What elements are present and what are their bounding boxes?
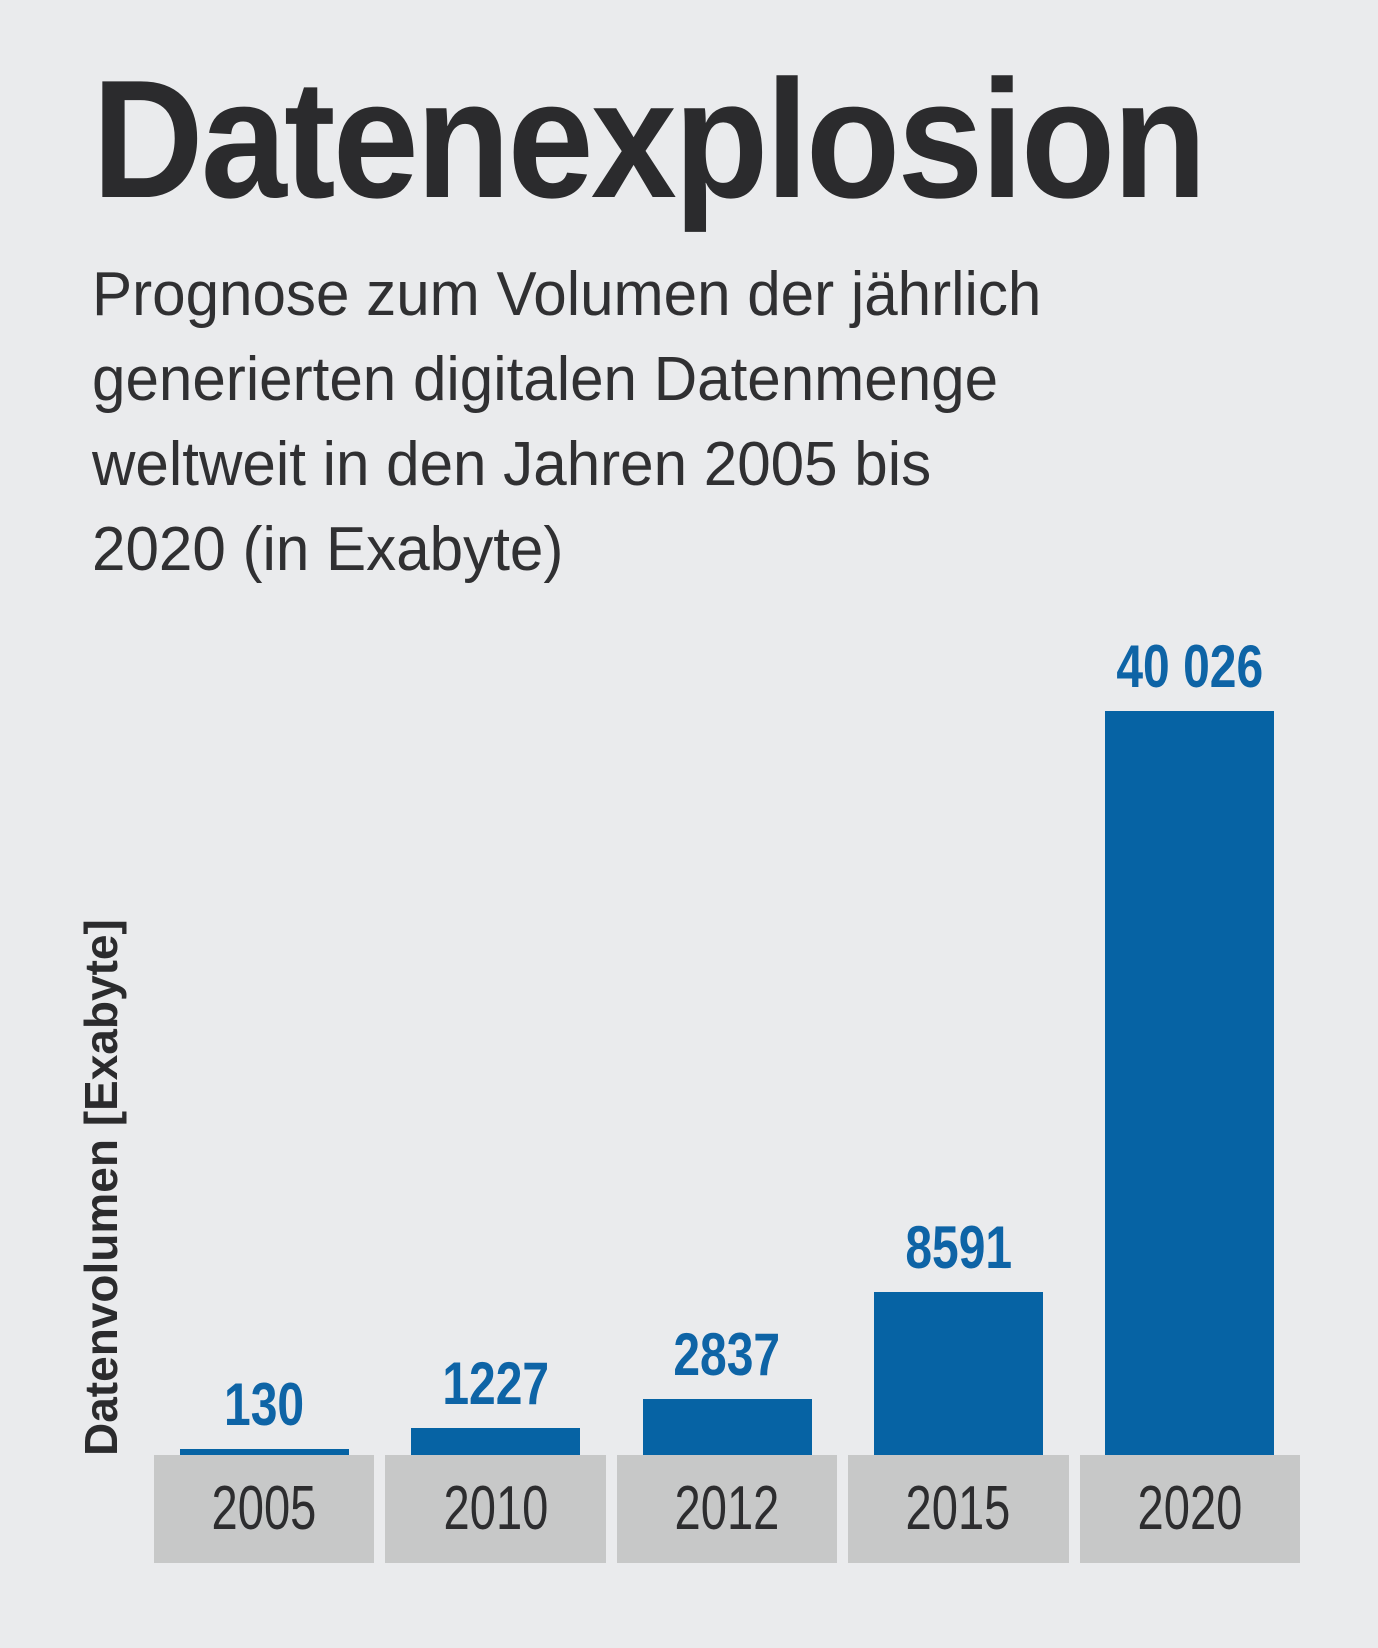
bar-value-label: 8591: [905, 1214, 1012, 1281]
y-axis-label: Datenvolumen [Exabyte]: [75, 919, 127, 1456]
x-axis-tick: 2020: [1079, 1455, 1301, 1563]
bar-value-label: 40 026: [1116, 633, 1264, 700]
bar-value-label: 2837: [673, 1321, 781, 1388]
x-axis-tick: 2015: [848, 1455, 1069, 1563]
bar: [179, 1449, 349, 1455]
bar: [411, 1428, 581, 1455]
bar-group: 130 2005: [154, 1371, 375, 1563]
page-title: Datenexplosion: [92, 45, 1207, 233]
bar-value-label: 130: [224, 1371, 305, 1438]
bar-group: 40 026 2020: [1079, 633, 1301, 1563]
bar-value-label: 1227: [442, 1350, 549, 1417]
bar: [873, 1292, 1043, 1455]
x-axis-tick-label: 2015: [906, 1474, 1011, 1543]
x-axis-tick-label: 2012: [674, 1474, 780, 1543]
x-axis-tick: 2010: [385, 1455, 606, 1563]
bar: [642, 1399, 812, 1455]
x-axis-tick: 2012: [616, 1455, 838, 1563]
x-axis-tick-label: 2005: [211, 1474, 317, 1543]
x-axis-tick-label: 2020: [1137, 1474, 1243, 1543]
page-subtitle: Prognose zum Volumen der jährlich generi…: [92, 260, 1042, 584]
bar-group: 2837 2012: [616, 1321, 838, 1563]
bar: [1105, 711, 1275, 1455]
x-axis-tick: 2005: [154, 1455, 375, 1563]
x-axis-tick-label: 2010: [443, 1474, 549, 1543]
bar-group: 8591 2015: [848, 1214, 1069, 1563]
bar-group: 1227 2010: [385, 1350, 606, 1563]
plot-area: 130 2005 1227 2010 2837 2012 8591 2015 40 026 202…: [154, 633, 1301, 1563]
